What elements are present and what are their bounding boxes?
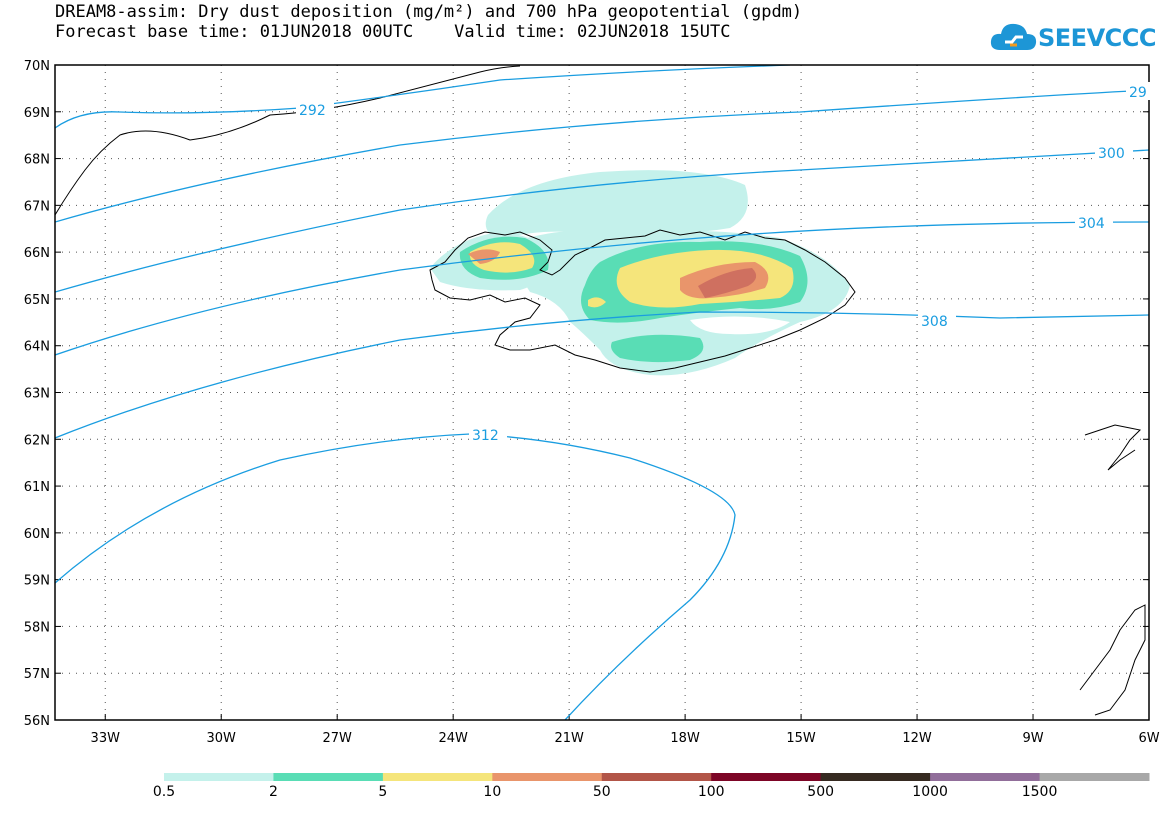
lat-label: 65N — [24, 293, 50, 308]
lon-label: 24W — [438, 731, 468, 746]
legend-swatch — [711, 773, 822, 781]
lat-label: 64N — [24, 340, 50, 355]
legend-label: 500 — [807, 784, 835, 800]
lon-label: 6W — [1138, 731, 1159, 746]
legend-swatch — [820, 773, 931, 781]
legend-swatch — [930, 773, 1041, 781]
lat-label: 60N — [24, 527, 50, 542]
lat-label: 58N — [24, 620, 50, 635]
legend-swatch — [382, 773, 493, 781]
cloud-icon — [990, 23, 1037, 50]
lat-label: 61N — [24, 480, 50, 495]
contour-label-292: 292 — [299, 103, 326, 119]
lat-label: 62N — [24, 433, 50, 448]
dust-deposition-field — [430, 170, 850, 376]
map-subtitle: Forecast base time: 01JUN2018 00UTC Vali… — [55, 22, 731, 42]
logo-text: SEEVCCC — [1038, 24, 1157, 52]
lon-label: 27W — [322, 731, 352, 746]
coastlines — [55, 65, 1146, 716]
graticule — [55, 64, 1150, 721]
lat-label: 67N — [24, 199, 50, 214]
lat-label: 63N — [24, 387, 50, 402]
lat-label: 68N — [24, 153, 50, 168]
legend-swatch — [1039, 773, 1150, 781]
plot-frame — [54, 64, 1150, 721]
lon-label: 18W — [670, 731, 700, 746]
legend-label: 10 — [483, 784, 502, 800]
lat-label: 57N — [24, 667, 50, 682]
contour-label-group: 292 29 300 304 308 312 — [296, 82, 1150, 444]
legend-label: 1500 — [1021, 784, 1058, 800]
lon-label: 12W — [902, 731, 932, 746]
legend-label: 2 — [268, 784, 278, 800]
contour-label-304: 304 — [1078, 216, 1105, 232]
legend-swatch — [164, 773, 274, 781]
lon-label: 21W — [554, 731, 584, 746]
lat-label: 59N — [24, 574, 50, 589]
contour-label-308: 308 — [921, 314, 948, 330]
lat-label: 56N — [24, 714, 50, 729]
lon-label: 9W — [1022, 731, 1043, 746]
lat-label: 66N — [24, 246, 50, 261]
legend-swatch — [601, 773, 712, 781]
lon-label: 33W — [91, 731, 121, 746]
lon-label: 30W — [207, 731, 237, 746]
legend-label: 50 — [592, 784, 611, 800]
contour-label-300: 300 — [1098, 146, 1125, 162]
contour-label-312: 312 — [472, 428, 499, 444]
lon-label: 15W — [786, 731, 816, 746]
color-legend — [164, 773, 1150, 781]
longitude-labels: 33W 30W 27W 24W 21W 18W 15W 12W 9W 6W — [91, 731, 1160, 746]
legend-label: 100 — [697, 784, 725, 800]
legend-label: 1000 — [912, 784, 948, 800]
legend-swatch — [273, 773, 384, 781]
lat-label: 70N — [24, 59, 50, 74]
map-title: DREAM8-assim: Dry dust deposition (mg/m²… — [55, 2, 803, 22]
seevccc-logo: SEEVCCC — [990, 20, 1157, 60]
geopotential-contours — [55, 65, 1149, 720]
latitude-labels: 70N 69N 68N 67N 66N 65N 64N 63N 62N 61N 60N 59N 58N 5… — [24, 59, 50, 729]
lat-label: 69N — [24, 106, 50, 121]
legend-label: 5 — [378, 784, 388, 800]
contour-label-296: 29 — [1129, 85, 1147, 101]
legend-label: 0.5 — [152, 784, 176, 800]
legend-swatch — [492, 773, 603, 781]
